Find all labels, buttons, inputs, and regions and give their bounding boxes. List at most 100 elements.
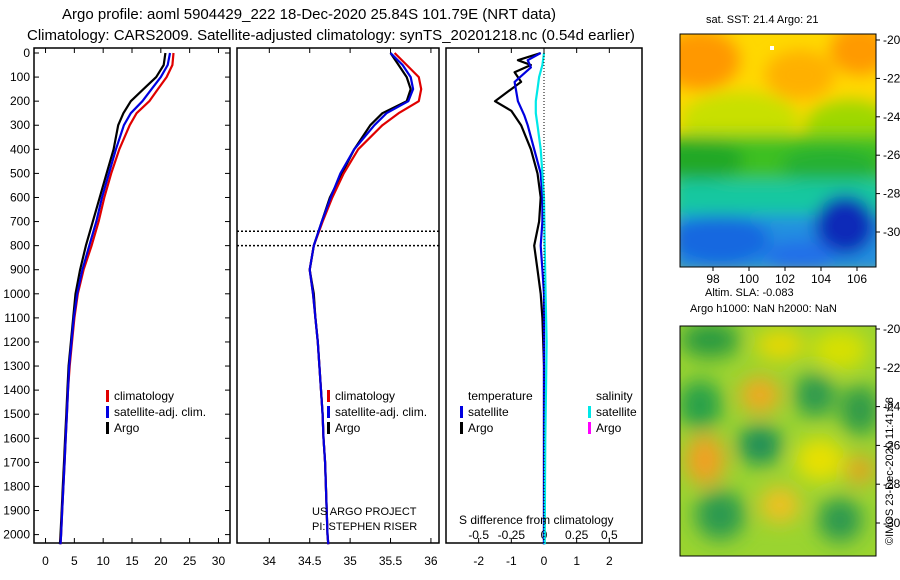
legend-swatch-sal-argo — [588, 422, 591, 434]
temperature-axis-ticks: 0 5 10 15 20 25 30 — [42, 48, 225, 568]
legend-label-satellite: satellite-adj. clim. — [114, 405, 206, 419]
y-tick-label: 700 — [10, 215, 30, 229]
y-tick-label: 1600 — [3, 431, 30, 445]
sla-map-title-1: Altim. SLA: -0.083 — [705, 287, 794, 299]
sst-map-title: sat. SST: 21.4 Argo: 21 — [706, 14, 819, 26]
x-tick-label: 36 — [424, 554, 438, 568]
sla-map-panel: Altim. SLA: -0.083 Argo h1000: NaN h2000… — [679, 287, 900, 557]
y-tick-label: 1500 — [3, 407, 30, 421]
y-tick-label: 800 — [10, 239, 30, 253]
y-tick-label: 600 — [10, 190, 30, 204]
lat-tick-label: -24 — [883, 400, 900, 414]
s-tick-label: 0.5 — [601, 528, 618, 542]
s-tick-label: 0.25 — [565, 528, 589, 542]
sst-latitude-ticks: -20 -22 -24 -26 -28 -30 — [876, 33, 900, 239]
difference-legend: temperature salinity satellite Argo sate… — [460, 389, 637, 435]
sst-map-frame — [679, 33, 877, 268]
lat-tick-label: -22 — [883, 361, 900, 375]
s-tick-label: -0.5 — [468, 528, 489, 542]
sst-heatmap-image — [680, 34, 876, 267]
y-tick-label: 0 — [23, 46, 30, 60]
legend-swatch-temp-argo — [460, 422, 463, 434]
s-tick-label: -0.25 — [498, 528, 526, 542]
x-tick-label: 20 — [154, 554, 168, 568]
project-annotation: US ARGO PROJECT — [312, 506, 417, 518]
legend-swatch-climatology — [327, 390, 330, 402]
series-line-argo-temperature — [493, 51, 546, 545]
temperature-series — [58, 52, 175, 545]
y-tick-label: 1700 — [3, 455, 30, 469]
lon-tick-label: 100 — [739, 272, 759, 286]
lat-tick-label: -26 — [883, 148, 900, 162]
x-tick-label: 35.5 — [379, 554, 403, 568]
temperature-panel-frame — [33, 47, 231, 544]
series-line-satellite-temperature — [513, 52, 546, 545]
y-tick-label: 200 — [10, 94, 30, 108]
pi-annotation: PI: STEPHEN RISER — [312, 521, 417, 533]
y-tick-label: 2000 — [3, 528, 30, 542]
sla-map-title-2: Argo h1000: NaN h2000: NaN — [690, 303, 837, 315]
y-tick-label: 1100 — [4, 311, 30, 325]
x-tick-label: 35 — [343, 554, 357, 568]
imos-credit: ©IMOS 23-Dec-2020 11:41:58 — [884, 397, 896, 545]
lat-tick-label: -24 — [883, 110, 900, 124]
x-tick-label: 15 — [125, 554, 139, 568]
salinity-panel: 34 34.5 35 35.5 36 climatology satellite-adj… — [236, 47, 440, 568]
temperature-legend: climatology satellite-adj. clim. Argo — [106, 389, 206, 435]
lat-tick-label: -30 — [883, 225, 900, 239]
lat-tick-label: -20 — [883, 322, 900, 336]
series-line-satellite-adj-clim- — [308, 52, 415, 545]
y-tick-label: 1900 — [3, 504, 30, 518]
lon-tick-label: 106 — [847, 272, 867, 286]
legend-swatch-satellite — [327, 406, 330, 418]
legend-label-temp-satellite: satellite — [468, 405, 509, 419]
salinity-legend: climatology satellite-adj. clim. Argo — [327, 389, 427, 435]
series-line-satellite-adj-clim- — [59, 52, 172, 545]
lat-tick-label: -30 — [883, 516, 900, 530]
x-tick-label: 0 — [42, 554, 49, 568]
lat-tick-label: -28 — [883, 187, 900, 201]
x-tick-label: 10 — [96, 554, 110, 568]
difference-series — [493, 51, 548, 545]
legend-label-sal-argo: Argo — [596, 421, 622, 435]
y-tick-label: 100 — [10, 70, 30, 84]
y-tick-label: 1800 — [3, 479, 30, 493]
x-tick-label: 34 — [263, 554, 277, 568]
legend-label-climatology: climatology — [114, 389, 174, 403]
difference-panel: -2 -1 0 1 2 -0.5 -0.25 0 0.25 0.5 temperature sa… — [445, 47, 643, 568]
y-tick-label: 1200 — [3, 335, 30, 349]
lon-tick-label: 104 — [811, 272, 831, 286]
x-tick-label: 25 — [183, 554, 197, 568]
legend-swatch-temp-satellite — [460, 406, 463, 418]
legend-label-sal-satellite: satellite — [596, 405, 637, 419]
lat-tick-label: -26 — [883, 438, 900, 452]
lon-tick-label: 98 — [706, 272, 720, 286]
x-tick-label: 5 — [71, 554, 78, 568]
x-tick-label: -2 — [473, 554, 484, 568]
legend-label-temp-argo: Argo — [468, 421, 494, 435]
y-tick-label: 500 — [10, 166, 30, 180]
x-tick-label: 2 — [606, 554, 613, 568]
y-tick-label: 300 — [10, 118, 30, 132]
lat-tick-label: -28 — [883, 477, 900, 491]
salinity-series — [308, 52, 423, 545]
legend-title-salinity: salinity — [596, 389, 633, 403]
x-tick-label: 34.5 — [298, 554, 322, 568]
lat-tick-label: -20 — [883, 33, 900, 47]
sla-map-frame — [679, 325, 877, 557]
legend-swatch-argo — [327, 422, 330, 434]
salinity-dashed-lines — [237, 230, 439, 247]
legend-label-satellite: satellite-adj. clim. — [335, 405, 427, 419]
y-tick-label: 1400 — [3, 383, 30, 397]
sla-latitude-ticks: -20 -22 -24 -26 -28 -30 — [876, 322, 900, 530]
y-tick-label: 400 — [10, 142, 30, 156]
legend-label-argo: Argo — [335, 421, 361, 435]
title-line-2: Climatology: CARS2009. Satellite-adjuste… — [27, 27, 635, 44]
temperature-panel: 0100200300400500600700800900100011001200… — [3, 46, 642, 568]
y-tick-label: 900 — [10, 263, 30, 277]
lon-tick-label: 102 — [775, 272, 795, 286]
lat-tick-label: -22 — [883, 71, 900, 85]
sst-map-panel: sat. SST: 21.4 Argo: 21 — [679, 14, 900, 286]
s-difference-axis-label: S difference from climatology — [459, 513, 614, 527]
